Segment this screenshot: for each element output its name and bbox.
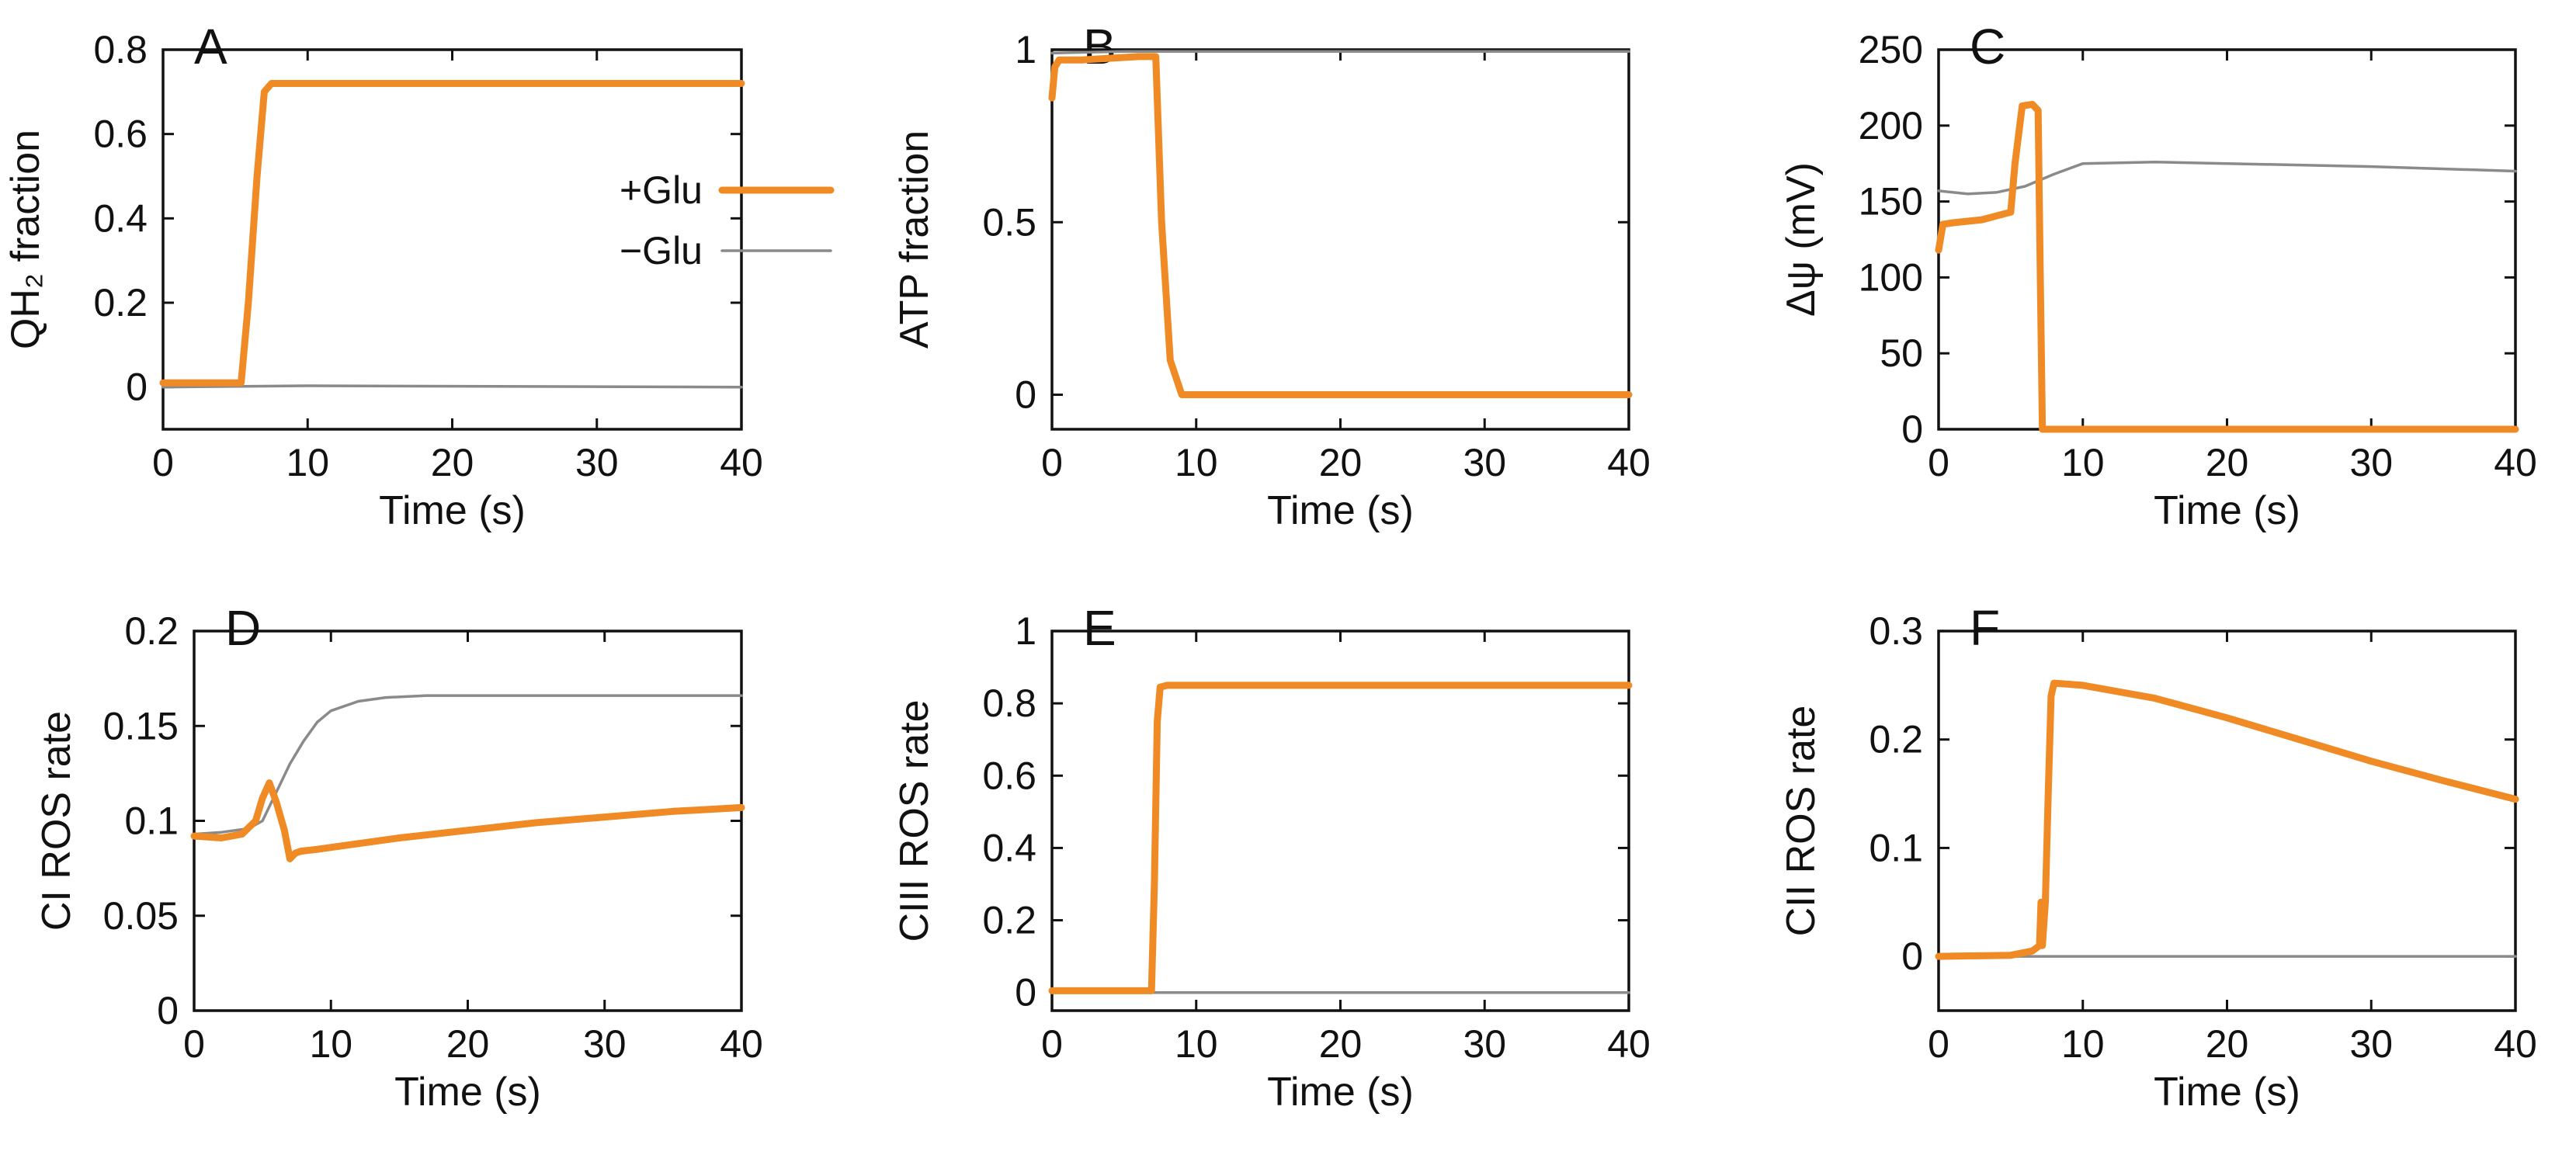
y-tick-label-e: 0.8 (982, 682, 1036, 725)
x-axis-label-c: Time (s) (2154, 488, 2300, 533)
panel-b: 0 10 20 30 40 0 0.5 1 Time (s) ATP fraction B (892, 19, 1651, 533)
x-tick-label-a: 20 (431, 441, 474, 484)
legend-label-glu-plus: +Glu (620, 168, 703, 212)
x-tick-label-c: 0 (1928, 441, 1949, 484)
x-tick-label-d: 30 (583, 1022, 627, 1066)
x-tick-label-e: 0 (1041, 1022, 1063, 1066)
x-tick-label-b: 20 (1319, 441, 1363, 484)
legend-label-glu-minus: −Glu (620, 229, 703, 272)
x-axis-label-f: Time (s) (2154, 1070, 2300, 1115)
y-tick-label-f: 0.3 (1869, 609, 1923, 653)
panel-a: 0 10 20 30 40 0 0.2 0.4 0.6 0.8 Time (s) QH₂ fracti… (3, 19, 763, 533)
y-tick-label-c: 250 (1859, 28, 1923, 71)
panel-letter-e: E (1083, 600, 1116, 656)
y-tick-label-d: 0 (157, 989, 179, 1032)
x-tick-label-f: 20 (2206, 1022, 2249, 1066)
y-tick-label-a: 0.2 (93, 281, 148, 324)
y-tick-label-c: 0 (1901, 408, 1923, 451)
series-line-glu-minus-b (1050, 50, 1630, 55)
x-tick-label-a: 10 (286, 441, 329, 484)
x-tick-label-e: 20 (1319, 1022, 1363, 1066)
y-axis-label-e: CIII ROS rate (892, 699, 937, 942)
x-tick-label-c: 40 (2494, 441, 2537, 484)
x-axis-label-d: Time (s) (394, 1070, 541, 1115)
x-tick-label-b: 30 (1463, 441, 1506, 484)
x-tick-label-d: 0 (183, 1022, 205, 1066)
y-tick-label-a: 0.8 (93, 28, 148, 71)
y-axis-label-f: CII ROS rate (1779, 706, 1824, 937)
y-tick-label-a: 0.6 (93, 113, 148, 156)
panel-letter-a: A (194, 19, 227, 75)
y-tick-label-d: 0.05 (103, 894, 179, 938)
y-tick-label-e: 0.2 (982, 899, 1036, 942)
series-line-glu-plus-e (1048, 682, 1633, 994)
panel-letter-f: F (1970, 600, 2000, 656)
panel-f: 0 10 20 30 40 0 0.1 0.2 0.3 Time (s) CII ROS rate F (1779, 600, 2537, 1115)
y-tick-label-d: 0.2 (124, 609, 179, 653)
plot-frame-b (1050, 48, 1630, 431)
x-tick-label-e: 10 (1175, 1022, 1218, 1066)
x-axis-label-e: Time (s) (1267, 1070, 1414, 1115)
panel-d: 0 10 20 30 40 0 0.05 0.1 0.15 0.2 Time (s) CI ROS r… (34, 600, 763, 1115)
x-tick-label-c: 20 (2206, 441, 2249, 484)
x-tick-label-b: 40 (1607, 441, 1651, 484)
series-line-glu-minus-c (1937, 160, 2517, 196)
x-tick-label-d: 10 (309, 1022, 352, 1066)
x-tick-label-e: 30 (1463, 1022, 1506, 1066)
x-axis-label-a: Time (s) (379, 488, 526, 533)
plot-frame-d (193, 630, 743, 1012)
series-line-glu-plus-c (1935, 100, 2519, 433)
panel-c: 0 10 20 30 40 0 50 100 150 200 250 Time (s) Δψ (mV) C (1779, 19, 2537, 533)
y-axis-label-d: CI ROS rate (34, 711, 79, 931)
y-tick-label-a: 0.4 (93, 196, 148, 240)
x-tick-label-b: 0 (1041, 441, 1063, 484)
x-tick-label-f: 40 (2494, 1022, 2537, 1066)
y-tick-label-b: 0.5 (982, 200, 1036, 244)
y-tick-label-a: 0 (126, 366, 148, 409)
series-line-glu-plus-b (1048, 53, 1633, 398)
x-tick-label-b: 10 (1175, 441, 1218, 484)
y-tick-label-e: 0.6 (982, 754, 1036, 797)
y-axis-label-a: QH₂ fraction (3, 130, 48, 349)
x-tick-label-a: 30 (575, 441, 619, 484)
y-tick-label-c: 50 (1880, 331, 1923, 375)
series-line-glu-minus-a (161, 384, 743, 389)
series-line-glu-plus-f (1935, 679, 2519, 960)
panel-letter-b: B (1083, 19, 1116, 75)
x-tick-label-f: 0 (1928, 1022, 1949, 1066)
x-tick-label-a: 40 (720, 441, 763, 484)
x-tick-label-c: 30 (2349, 441, 2393, 484)
y-tick-label-d: 0.15 (103, 704, 179, 747)
series-line-glu-plus-a (159, 80, 745, 387)
y-tick-label-f: 0.1 (1869, 826, 1923, 869)
y-axis-label-b: ATP fraction (892, 130, 937, 349)
y-tick-label-f: 0 (1901, 935, 1923, 978)
y-tick-label-b: 0 (1015, 373, 1036, 417)
y-tick-label-c: 100 (1859, 255, 1923, 299)
y-tick-label-d: 0.1 (124, 799, 179, 843)
y-tick-label-b: 1 (1015, 28, 1036, 71)
legend: +Glu −Glu (620, 168, 835, 272)
x-axis-label-b: Time (s) (1267, 488, 1414, 533)
panel-letter-c: C (1970, 19, 2005, 75)
y-tick-label-c: 150 (1859, 180, 1923, 224)
x-tick-label-f: 10 (2061, 1022, 2105, 1066)
y-tick-label-e: 1 (1015, 609, 1036, 653)
panel-e: 0 10 20 30 40 0 0.2 0.4 0.6 0.8 1 Time (s) CIII ROS … (892, 600, 1651, 1115)
x-tick-label-d: 40 (720, 1022, 763, 1066)
y-axis-label-c: Δψ (mV) (1779, 162, 1824, 317)
x-tick-label-c: 10 (2061, 441, 2105, 484)
y-tick-label-f: 0.2 (1869, 718, 1923, 761)
x-tick-label-a: 0 (152, 441, 174, 484)
x-tick-label-d: 20 (446, 1022, 490, 1066)
y-tick-label-e: 0 (1015, 971, 1036, 1015)
y-tick-label-c: 200 (1859, 104, 1923, 147)
panel-letter-d: D (225, 600, 261, 656)
y-tick-label-e: 0.4 (982, 826, 1036, 869)
series-line-glu-plus-d (190, 779, 745, 862)
x-tick-label-f: 30 (2349, 1022, 2393, 1066)
x-tick-label-e: 40 (1607, 1022, 1651, 1066)
